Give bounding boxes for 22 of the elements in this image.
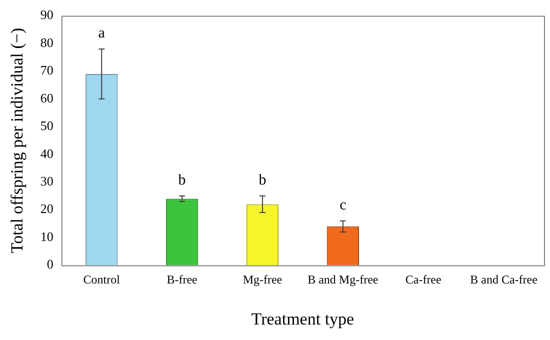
y-tick-label: 40 <box>40 146 54 161</box>
y-tick-label: 90 <box>40 7 54 22</box>
y-tick-label: 70 <box>40 62 54 78</box>
x-tick-label: Control <box>83 272 121 287</box>
annotation: a <box>98 25 106 42</box>
x-tick-label: B and Ca-free <box>470 272 538 287</box>
y-tick-label: 0 <box>46 256 54 272</box>
y-tick-label: 20 <box>40 201 54 216</box>
y-axis-title: Total offspring per individual (−) <box>8 28 27 254</box>
annotation: b <box>258 172 266 188</box>
y-tick-label: 50 <box>40 118 54 134</box>
y-tick-label: 80 <box>40 34 54 50</box>
x-tick-label: B-free <box>166 272 198 287</box>
x-tick-label: B and Mg-free <box>308 272 378 287</box>
y-tick-label: 30 <box>40 173 54 188</box>
y-tick-label: 60 <box>40 90 54 106</box>
annotation: c <box>340 197 347 214</box>
x-tick-label: Mg-free <box>242 272 282 287</box>
y-tick-label: 10 <box>40 228 54 244</box>
annotation: b <box>178 172 186 188</box>
x-axis-title: Treatment type <box>251 309 354 328</box>
x-tick-label: Ca-free <box>405 272 442 287</box>
